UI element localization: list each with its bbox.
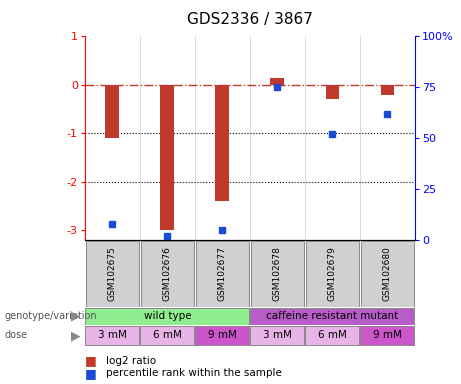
Text: ■: ■ bbox=[85, 367, 96, 380]
Bar bbox=[106, 85, 119, 138]
Text: wild type: wild type bbox=[143, 311, 191, 321]
Bar bbox=[380, 85, 394, 94]
Bar bbox=[215, 85, 229, 201]
Text: GSM102675: GSM102675 bbox=[108, 246, 117, 301]
Text: ▶: ▶ bbox=[71, 329, 80, 342]
Text: 6 mM: 6 mM bbox=[318, 330, 347, 341]
Bar bbox=[361, 326, 414, 345]
Text: caffeine resistant mutant: caffeine resistant mutant bbox=[266, 311, 398, 321]
Bar bbox=[85, 326, 139, 345]
Bar bbox=[306, 326, 359, 345]
Bar bbox=[306, 241, 359, 306]
Text: GSM102678: GSM102678 bbox=[273, 246, 282, 301]
Bar bbox=[85, 308, 249, 325]
Text: 3 mM: 3 mM bbox=[98, 330, 127, 341]
Text: 9 mM: 9 mM bbox=[373, 330, 402, 341]
Text: ■: ■ bbox=[85, 354, 96, 367]
Text: log2 ratio: log2 ratio bbox=[106, 356, 156, 366]
Text: GSM102680: GSM102680 bbox=[383, 246, 392, 301]
Bar bbox=[325, 85, 339, 99]
Bar bbox=[196, 241, 249, 306]
Bar bbox=[195, 326, 249, 345]
Bar bbox=[251, 241, 304, 306]
Bar bbox=[86, 241, 139, 306]
Text: GSM102679: GSM102679 bbox=[328, 246, 337, 301]
Text: percentile rank within the sample: percentile rank within the sample bbox=[106, 368, 282, 378]
Bar bbox=[160, 85, 174, 230]
Bar bbox=[141, 326, 194, 345]
Text: 3 mM: 3 mM bbox=[263, 330, 292, 341]
Text: genotype/variation: genotype/variation bbox=[5, 311, 97, 321]
Text: dose: dose bbox=[5, 330, 28, 341]
Bar bbox=[250, 326, 304, 345]
Bar bbox=[141, 241, 194, 306]
Text: GSM102676: GSM102676 bbox=[163, 246, 172, 301]
Text: 9 mM: 9 mM bbox=[208, 330, 237, 341]
Bar bbox=[250, 308, 414, 325]
Text: 6 mM: 6 mM bbox=[153, 330, 182, 341]
Bar bbox=[361, 241, 414, 306]
Text: GSM102677: GSM102677 bbox=[218, 246, 227, 301]
Bar bbox=[271, 78, 284, 85]
Text: GDS2336 / 3867: GDS2336 / 3867 bbox=[187, 12, 313, 26]
Text: ▶: ▶ bbox=[71, 310, 80, 323]
